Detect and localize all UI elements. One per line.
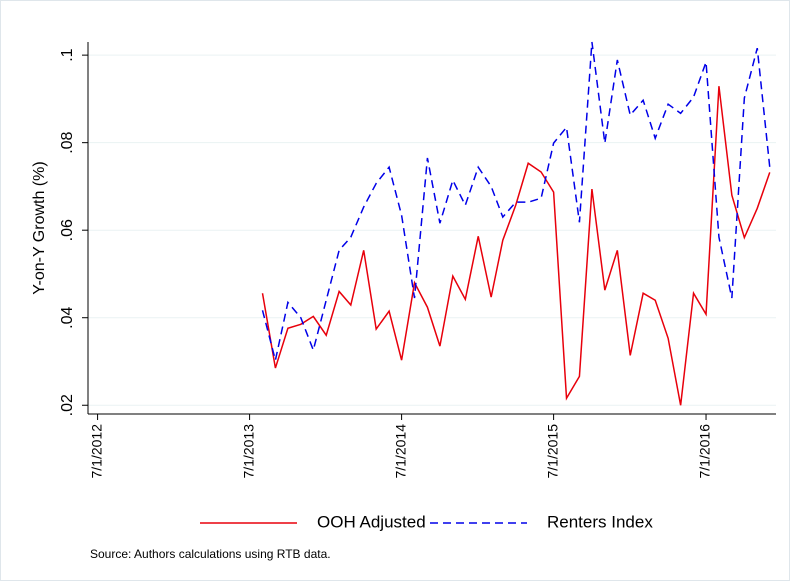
series-line: [261, 41, 771, 361]
y-tick-label: .02: [59, 394, 76, 416]
legend-label: Renters Index: [547, 512, 653, 531]
x-tick-label: 7/1/2012: [88, 424, 104, 479]
y-tick-label: .08: [59, 131, 76, 153]
x-tick-label: 7/1/2013: [240, 424, 256, 479]
legend-label: OOH Adjusted: [317, 512, 426, 531]
y-tick-label: .04: [59, 306, 76, 328]
y-axis-label: Y-on-Y Growth (%): [31, 161, 48, 294]
x-tick-label: 7/1/2014: [392, 424, 408, 479]
series-line: [261, 86, 771, 406]
y-tick-label: .06: [59, 219, 76, 241]
source-note: Source: Authors calculations using RTB d…: [90, 547, 331, 561]
x-tick-label: 7/1/2015: [544, 424, 560, 479]
x-tick-label: 7/1/2016: [697, 424, 713, 479]
y-tick-label: .1: [59, 48, 76, 61]
